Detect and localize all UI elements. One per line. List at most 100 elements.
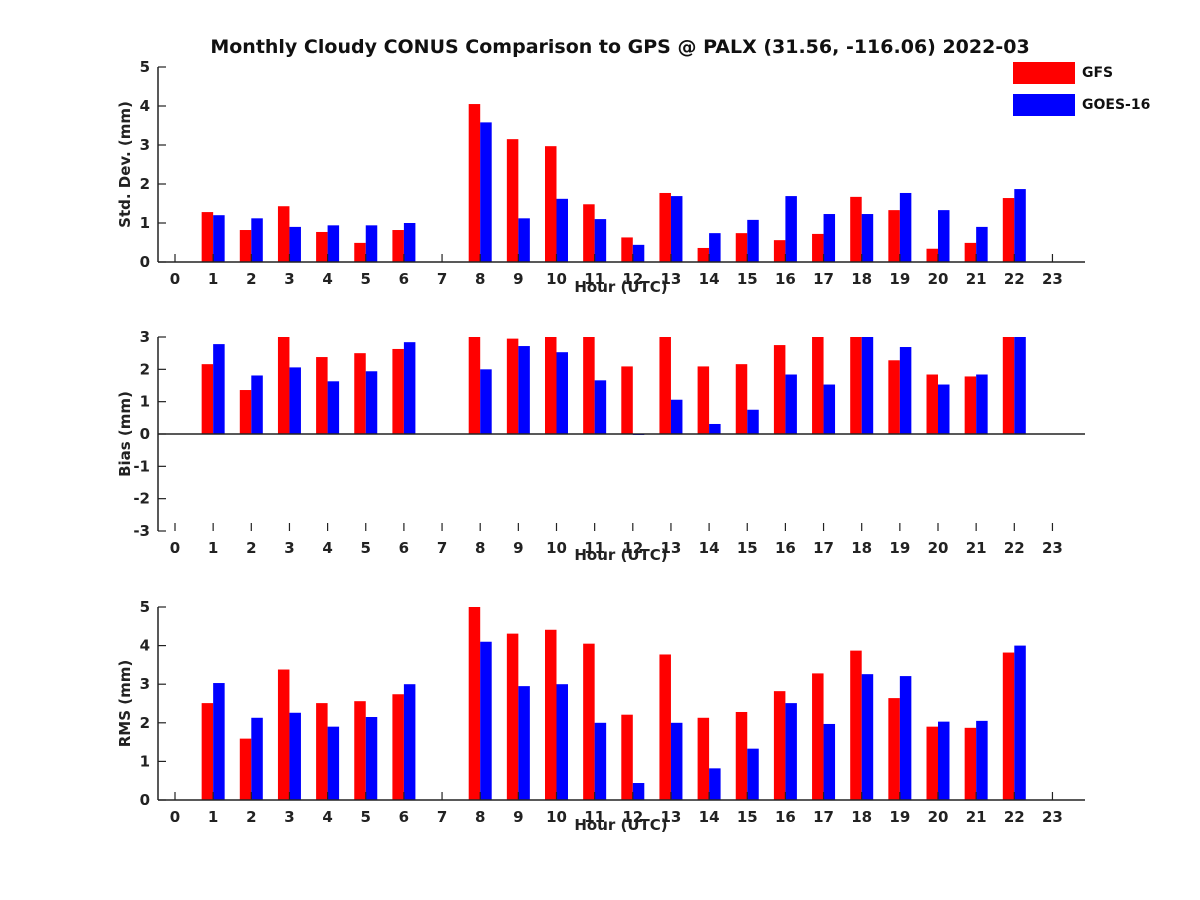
x-tick-label: 9 — [513, 539, 523, 557]
bar-gfs-11 — [583, 643, 595, 800]
y-tick-label: -2 — [133, 490, 150, 508]
bar-gfs-9 — [506, 139, 519, 262]
bar-goes16-8 — [480, 122, 492, 262]
x-tick-label: 23 — [1042, 808, 1063, 826]
x-tick-label: 4 — [322, 270, 332, 288]
x-tick-label: 7 — [437, 539, 447, 557]
bar-goes16-14 — [709, 768, 721, 800]
bar-goes16-5 — [365, 225, 378, 262]
bar-gfs-17 — [812, 337, 824, 434]
bar-gfs-19 — [888, 210, 900, 262]
x-tick-label: 11 — [584, 539, 605, 557]
bar-gfs-11 — [583, 204, 595, 262]
bar-goes16-8 — [480, 641, 492, 800]
x-tick-label: 7 — [437, 808, 447, 826]
bar-gfs-12 — [621, 237, 633, 262]
x-tick-label: 8 — [475, 539, 485, 557]
y-tick-label: 3 — [140, 328, 150, 346]
bar-gfs-13 — [659, 654, 671, 800]
bar-goes16-5 — [365, 717, 378, 800]
x-tick-label: 6 — [399, 270, 409, 288]
bar-gfs-22 — [1002, 652, 1015, 800]
x-tick-label: 16 — [775, 539, 796, 557]
x-tick-label: 17 — [813, 270, 834, 288]
bar-goes16-12 — [632, 244, 645, 262]
x-tick-label: 18 — [851, 539, 872, 557]
bar-gfs-11 — [583, 337, 595, 434]
bar-goes16-17 — [823, 723, 836, 800]
bar-goes16-6 — [403, 342, 416, 434]
bar-gfs-1 — [201, 212, 214, 262]
x-tick-label: 13 — [661, 539, 682, 557]
bar-goes16-1 — [213, 683, 225, 800]
bar-goes16-15 — [747, 409, 759, 434]
y-tick-label: 2 — [140, 714, 150, 732]
bar-gfs-5 — [354, 242, 366, 262]
legend-item-gfs: GFS — [1010, 60, 1160, 92]
x-tick-label: 14 — [699, 808, 720, 826]
bar-gfs-20 — [926, 248, 938, 262]
x-tick-label: 13 — [661, 270, 682, 288]
bar-gfs-16 — [773, 691, 786, 800]
bar-gfs-12 — [621, 714, 633, 800]
bar-goes16-8 — [480, 369, 492, 434]
x-tick-label: 10 — [546, 270, 567, 288]
bar-goes16-22 — [1014, 645, 1026, 800]
x-tick-label: 17 — [813, 539, 834, 557]
legend-item-goes16: GOES-16 — [1010, 92, 1160, 124]
x-axis-label: Hour (UTC) — [574, 278, 667, 296]
x-tick-label: 15 — [737, 270, 758, 288]
bar-gfs-2 — [239, 738, 252, 800]
bar-gfs-18 — [850, 650, 862, 800]
x-tick-label: 18 — [851, 808, 872, 826]
x-tick-label: 16 — [775, 808, 796, 826]
bar-goes16-19 — [899, 676, 912, 800]
bar-goes16-21 — [976, 374, 988, 434]
bar-goes16-18 — [861, 214, 874, 262]
bar-gfs-2 — [239, 230, 252, 262]
x-tick-label: 19 — [889, 808, 910, 826]
bar-goes16-13 — [670, 399, 683, 434]
x-tick-label: 19 — [889, 270, 910, 288]
bar-gfs-14 — [697, 366, 710, 434]
bar-goes16-21 — [976, 720, 988, 800]
x-tick-label: 4 — [322, 808, 332, 826]
y-tick-label: 5 — [140, 58, 150, 76]
x-tick-label: 10 — [546, 808, 567, 826]
x-tick-label: 22 — [1004, 270, 1025, 288]
x-tick-label: 0 — [170, 539, 180, 557]
bar-goes16-19 — [899, 347, 912, 434]
x-tick-label: 13 — [661, 808, 682, 826]
bar-goes16-2 — [251, 218, 263, 262]
x-tick-label: 0 — [170, 270, 180, 288]
bar-goes16-6 — [403, 684, 416, 800]
bar-goes16-11 — [594, 722, 607, 800]
x-tick-label: 8 — [475, 808, 485, 826]
bar-gfs-22 — [1002, 337, 1015, 434]
bar-gfs-20 — [926, 374, 938, 434]
x-tick-label: 17 — [813, 808, 834, 826]
bar-goes16-5 — [365, 371, 378, 434]
y-axis-label: RMS (mm) — [116, 660, 134, 747]
x-tick-label: 6 — [399, 539, 409, 557]
bar-gfs-22 — [1002, 198, 1015, 262]
x-tick-label: 9 — [513, 270, 523, 288]
bar-goes16-3 — [289, 226, 301, 262]
bar-goes16-17 — [823, 214, 836, 262]
bar-goes16-3 — [289, 712, 301, 800]
y-tick-label: 1 — [140, 214, 150, 232]
bar-goes16-15 — [747, 219, 759, 262]
bar-gfs-5 — [354, 353, 366, 434]
bar-goes16-9 — [518, 346, 530, 434]
bar-gfs-17 — [812, 673, 824, 800]
bar-goes16-14 — [709, 233, 721, 262]
bar-gfs-1 — [201, 703, 214, 800]
x-tick-label: 11 — [584, 270, 605, 288]
bar-goes16-16 — [785, 196, 797, 262]
bar-gfs-13 — [659, 192, 671, 262]
bar-gfs-4 — [316, 357, 328, 434]
bar-gfs-15 — [735, 233, 748, 262]
y-tick-label: -1 — [133, 457, 150, 475]
y-axis-label: Bias (mm) — [116, 391, 134, 477]
